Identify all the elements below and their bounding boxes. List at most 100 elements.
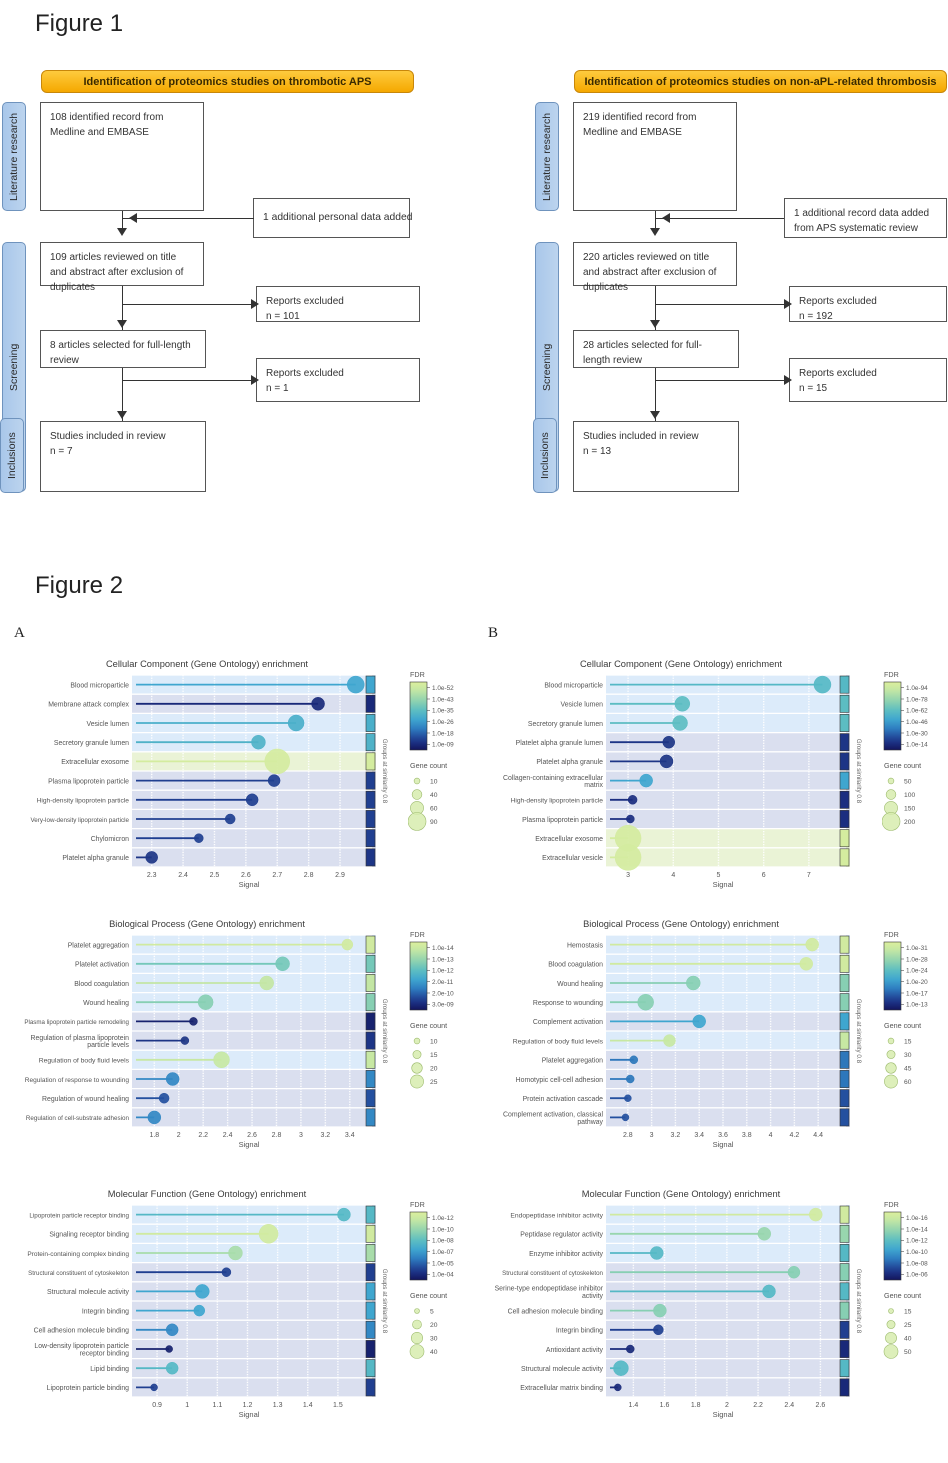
svg-text:1.0e-24: 1.0e-24 bbox=[906, 968, 928, 975]
svg-text:Lipoprotein particle binding: Lipoprotein particle binding bbox=[47, 1385, 130, 1392]
svg-text:2.2: 2.2 bbox=[198, 1132, 208, 1139]
svg-text:1.6: 1.6 bbox=[660, 1402, 670, 1409]
svg-text:3: 3 bbox=[299, 1132, 303, 1139]
svg-text:Structural molecule activity: Structural molecule activity bbox=[521, 1366, 604, 1373]
svg-text:Platelet aggregation: Platelet aggregation bbox=[68, 942, 129, 949]
svg-text:3.4: 3.4 bbox=[694, 1132, 704, 1139]
svg-text:FDR: FDR bbox=[884, 1200, 899, 1209]
svg-text:60: 60 bbox=[904, 1079, 912, 1086]
svg-text:1.0e-35: 1.0e-35 bbox=[432, 708, 454, 715]
svg-text:Extracellular exosome: Extracellular exosome bbox=[535, 836, 603, 843]
svg-text:5: 5 bbox=[717, 872, 721, 879]
svg-text:Gene count: Gene count bbox=[410, 1291, 447, 1300]
svg-text:Blood microparticle: Blood microparticle bbox=[544, 682, 603, 689]
svg-text:1.0e-07: 1.0e-07 bbox=[432, 1249, 454, 1256]
svg-text:100: 100 bbox=[904, 792, 915, 799]
svg-text:Regulation of cell-substrate a: Regulation of cell-substrate adhesion bbox=[26, 1115, 130, 1122]
svg-text:1.4: 1.4 bbox=[303, 1402, 313, 1409]
svg-text:Blood microparticle: Blood microparticle bbox=[70, 682, 129, 689]
svg-text:Groups at similarity 0.8: Groups at similarity 0.8 bbox=[381, 1269, 388, 1334]
svg-text:Molecular Function (Gene Ontol: Molecular Function (Gene Ontology) enric… bbox=[582, 1189, 781, 1199]
svg-text:1.2: 1.2 bbox=[243, 1402, 253, 1409]
svg-text:4.4: 4.4 bbox=[813, 1132, 823, 1139]
svg-text:1.3: 1.3 bbox=[273, 1402, 283, 1409]
svg-text:Chylomicron: Chylomicron bbox=[91, 836, 129, 843]
svg-text:200: 200 bbox=[904, 819, 915, 826]
svg-text:pathway: pathway bbox=[577, 1119, 603, 1126]
svg-text:7: 7 bbox=[807, 872, 811, 879]
svg-text:1.0e-46: 1.0e-46 bbox=[906, 719, 928, 726]
svg-text:Regulation of wound healing: Regulation of wound healing bbox=[42, 1096, 129, 1103]
svg-text:1.0e-05: 1.0e-05 bbox=[432, 1260, 454, 1267]
svg-text:Lipid binding: Lipid binding bbox=[90, 1366, 129, 1373]
svg-text:FDR: FDR bbox=[410, 1200, 425, 1209]
svg-text:1.0e-17: 1.0e-17 bbox=[906, 990, 928, 997]
svg-text:2.8: 2.8 bbox=[272, 1132, 282, 1139]
svg-text:Lipoprotein particle receptor: Lipoprotein particle receptor binding bbox=[29, 1212, 129, 1219]
svg-text:Structural constituent of cyto: Structural constituent of cytoskeleton bbox=[502, 1270, 603, 1277]
svg-text:1.0e-10: 1.0e-10 bbox=[906, 1249, 928, 1256]
svg-text:Plasma lipoprotein particle: Plasma lipoprotein particle bbox=[48, 778, 129, 785]
svg-text:1.0e-12: 1.0e-12 bbox=[906, 1238, 928, 1245]
svg-text:Signal: Signal bbox=[239, 880, 260, 889]
svg-text:1.0e-14: 1.0e-14 bbox=[906, 1226, 928, 1233]
svg-text:1.0e-78: 1.0e-78 bbox=[906, 696, 928, 703]
svg-text:2.6: 2.6 bbox=[241, 872, 251, 879]
svg-text:Structural molecule activity: Structural molecule activity bbox=[47, 1289, 130, 1296]
svg-text:Integrin binding: Integrin binding bbox=[556, 1328, 603, 1335]
svg-text:15: 15 bbox=[430, 1052, 438, 1059]
svg-text:Hemostasis: Hemostasis bbox=[567, 942, 604, 949]
svg-text:1.0e-13: 1.0e-13 bbox=[432, 956, 454, 963]
svg-text:Structural constituent of cyto: Structural constituent of cytoskeleton bbox=[28, 1270, 129, 1277]
svg-text:Biological Process (Gene Ontol: Biological Process (Gene Ontology) enric… bbox=[109, 919, 305, 929]
svg-text:3.8: 3.8 bbox=[742, 1132, 752, 1139]
svg-text:10: 10 bbox=[430, 1038, 438, 1045]
svg-text:Extracellular matrix binding: Extracellular matrix binding bbox=[520, 1385, 603, 1392]
svg-text:Groups at similarity 0.8: Groups at similarity 0.8 bbox=[381, 999, 388, 1064]
svg-text:Endopeptidase inhibitor activi: Endopeptidase inhibitor activity bbox=[510, 1212, 603, 1219]
svg-text:High-density lipoprotein parti: High-density lipoprotein particle bbox=[37, 798, 130, 805]
svg-text:1.0e-18: 1.0e-18 bbox=[432, 730, 454, 737]
svg-text:2.4: 2.4 bbox=[784, 1402, 794, 1409]
svg-text:Platelet aggregation: Platelet aggregation bbox=[542, 1058, 603, 1065]
svg-text:Regulation of body fluid level: Regulation of body fluid levels bbox=[39, 1058, 130, 1065]
svg-text:4.2: 4.2 bbox=[790, 1132, 800, 1139]
svg-text:2.5: 2.5 bbox=[210, 872, 220, 879]
svg-text:Plasma lipoprotein particle re: Plasma lipoprotein particle remodeling bbox=[24, 1019, 129, 1026]
svg-text:FDR: FDR bbox=[884, 670, 899, 679]
svg-text:Blood coagulation: Blood coagulation bbox=[74, 981, 129, 988]
svg-text:1.0e-14: 1.0e-14 bbox=[432, 945, 454, 952]
svg-text:1.0e-06: 1.0e-06 bbox=[906, 1272, 928, 1279]
svg-text:Signal: Signal bbox=[713, 1410, 734, 1419]
svg-text:Protein-containing complex bin: Protein-containing complex binding bbox=[27, 1251, 129, 1258]
svg-text:2.7: 2.7 bbox=[272, 872, 282, 879]
svg-text:Homotypic cell-cell adhesion: Homotypic cell-cell adhesion bbox=[516, 1077, 603, 1084]
svg-text:Collagen-containing extracellu: Collagen-containing extracellular bbox=[503, 775, 604, 782]
svg-text:Signal: Signal bbox=[713, 1140, 734, 1149]
svg-text:3.6: 3.6 bbox=[718, 1132, 728, 1139]
svg-text:40: 40 bbox=[904, 1335, 912, 1342]
svg-text:1.0e-20: 1.0e-20 bbox=[906, 979, 928, 986]
svg-text:Extracellular vesicle: Extracellular vesicle bbox=[542, 855, 603, 862]
svg-text:Extracellular exosome: Extracellular exosome bbox=[61, 759, 129, 766]
svg-text:2.4: 2.4 bbox=[178, 872, 188, 879]
svg-text:Signaling receptor binding: Signaling receptor binding bbox=[49, 1232, 129, 1239]
svg-text:Enzyme inhibitor activity: Enzyme inhibitor activity bbox=[529, 1251, 603, 1258]
svg-text:Integrin binding: Integrin binding bbox=[82, 1308, 129, 1315]
svg-text:1.0e-09: 1.0e-09 bbox=[432, 742, 454, 749]
svg-text:1.0e-28: 1.0e-28 bbox=[906, 956, 928, 963]
svg-text:3.0e-09: 3.0e-09 bbox=[432, 1002, 454, 1009]
svg-text:4: 4 bbox=[769, 1132, 773, 1139]
svg-text:Groups at similarity 0.8: Groups at similarity 0.8 bbox=[381, 739, 388, 804]
svg-text:2.8: 2.8 bbox=[304, 872, 314, 879]
svg-text:25: 25 bbox=[904, 1322, 912, 1329]
svg-text:2.0e-10: 2.0e-10 bbox=[432, 990, 454, 997]
svg-text:Peptidase regulator activity: Peptidase regulator activity bbox=[520, 1232, 603, 1239]
svg-text:40: 40 bbox=[430, 1349, 438, 1356]
svg-text:1.0e-08: 1.0e-08 bbox=[432, 1238, 454, 1245]
svg-text:90: 90 bbox=[430, 819, 438, 826]
svg-text:FDR: FDR bbox=[410, 930, 425, 939]
svg-text:particle levels: particle levels bbox=[87, 1042, 129, 1049]
svg-text:1.0e-14: 1.0e-14 bbox=[906, 742, 928, 749]
svg-text:1: 1 bbox=[185, 1402, 189, 1409]
